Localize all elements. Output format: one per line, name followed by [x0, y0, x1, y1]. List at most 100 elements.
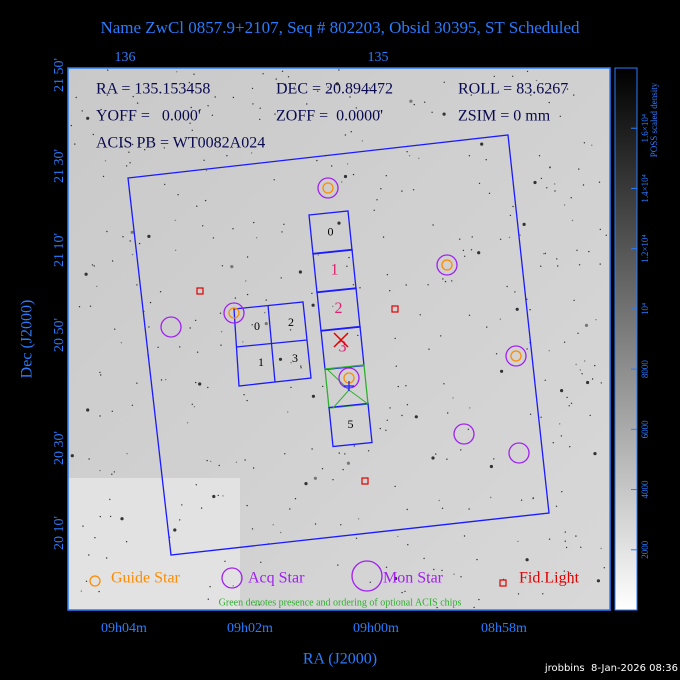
fid-light — [361, 477, 369, 485]
star — [191, 403, 193, 405]
star — [246, 293, 249, 296]
legend-label: Mon Star — [383, 570, 444, 587]
star — [594, 364, 596, 367]
star — [571, 582, 574, 584]
star — [160, 379, 163, 381]
star — [463, 535, 466, 537]
star — [520, 499, 523, 501]
star — [369, 581, 371, 583]
legend: Guide Star Acq Star Mon Star Fid Light — [89, 560, 580, 592]
star — [131, 253, 134, 256]
star — [525, 558, 529, 562]
star — [382, 236, 385, 238]
star — [544, 379, 546, 381]
star — [394, 576, 398, 581]
star — [517, 593, 520, 595]
acq-star — [453, 423, 475, 445]
guide-star — [441, 259, 453, 271]
star — [242, 341, 244, 343]
star — [99, 469, 101, 472]
star — [337, 564, 339, 566]
star — [488, 192, 491, 194]
star — [469, 407, 471, 409]
star — [159, 291, 162, 293]
star — [259, 107, 261, 109]
star — [428, 348, 430, 350]
star — [379, 86, 381, 88]
colorbar-tick-label: 1.6×10⁴ — [640, 114, 650, 142]
star — [557, 265, 559, 267]
star — [255, 237, 258, 239]
colorbar-tick-label: 1.4×10⁴ — [640, 174, 650, 202]
star — [246, 399, 248, 402]
star — [188, 81, 191, 84]
acq-star — [436, 254, 458, 276]
star — [442, 112, 446, 116]
legend-symbol — [499, 579, 507, 587]
star — [468, 508, 470, 510]
star — [575, 363, 577, 366]
star — [542, 593, 544, 595]
star — [459, 238, 461, 240]
star — [144, 149, 146, 151]
star — [179, 346, 181, 348]
star — [196, 351, 199, 353]
star — [165, 378, 167, 381]
sky-image — [68, 68, 610, 610]
star — [591, 378, 594, 380]
star — [540, 177, 543, 180]
star — [203, 159, 205, 161]
field-boundary — [127, 134, 550, 556]
star — [181, 504, 183, 506]
star — [335, 82, 339, 86]
colorbar-tick-label: 2000 — [640, 540, 650, 559]
star — [385, 566, 388, 568]
star — [126, 453, 128, 455]
star — [264, 311, 266, 314]
star — [355, 537, 358, 539]
star — [81, 110, 83, 112]
star — [493, 75, 495, 78]
s-chip-label: 3 — [339, 339, 347, 356]
star — [394, 485, 396, 488]
star — [149, 301, 152, 304]
star — [443, 383, 445, 385]
star — [222, 495, 224, 497]
star — [413, 103, 415, 106]
star — [177, 194, 179, 196]
star — [571, 219, 574, 222]
colorbar — [614, 67, 638, 611]
star — [397, 385, 399, 388]
star — [80, 590, 83, 592]
star — [316, 159, 318, 162]
star — [99, 515, 102, 518]
title: Name ZwCl 0857.9+2107, Seq # 802203, Obs… — [100, 18, 580, 37]
star — [148, 143, 150, 145]
star — [164, 183, 166, 186]
star — [446, 458, 448, 460]
i-chip-label: 3 — [292, 351, 298, 365]
star — [252, 467, 255, 469]
star — [352, 173, 355, 176]
star — [379, 427, 381, 430]
colorbar-tick-label: 8000 — [640, 360, 650, 379]
star — [540, 416, 542, 418]
info: ZOFF = 0.0000' — [276, 108, 383, 125]
s-chip-label: 0 — [328, 224, 334, 238]
star — [98, 590, 100, 593]
star — [89, 305, 92, 307]
star — [568, 405, 570, 407]
star — [584, 323, 589, 327]
star — [471, 236, 473, 238]
star — [313, 476, 317, 480]
star — [194, 319, 197, 322]
star — [120, 517, 124, 521]
star — [306, 103, 308, 105]
star — [243, 394, 245, 396]
bottom-tick-label: 09h04m — [101, 621, 147, 636]
star — [136, 284, 138, 286]
star — [599, 263, 601, 265]
star — [99, 371, 101, 374]
star — [251, 87, 254, 90]
